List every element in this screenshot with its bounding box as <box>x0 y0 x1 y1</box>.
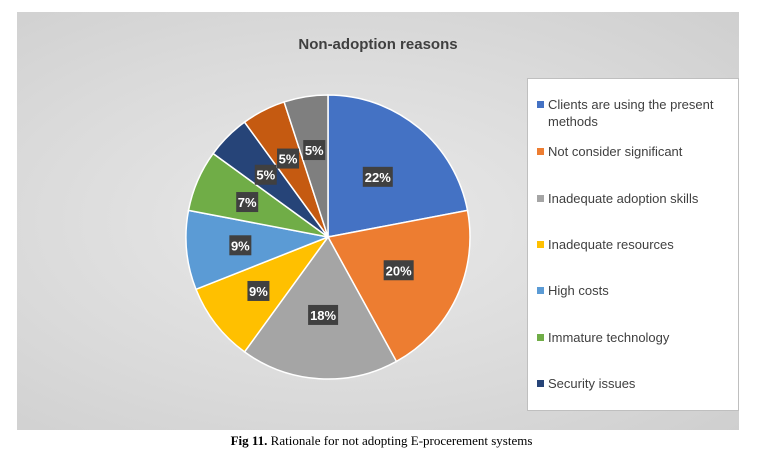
legend-swatch <box>537 334 544 341</box>
data-label-text: 5% <box>305 143 324 158</box>
data-label-box <box>247 280 270 301</box>
pie-slice <box>185 209 331 291</box>
data-label-text: 9% <box>231 238 250 253</box>
pie-slice <box>327 94 469 238</box>
data-label: 9% <box>247 280 270 301</box>
data-label-box <box>229 235 252 256</box>
data-label-text: 20% <box>386 263 412 278</box>
data-label: 22% <box>362 166 393 187</box>
data-label: 9% <box>229 235 252 256</box>
chart-title: Non-adoption reasons <box>298 36 458 53</box>
legend-swatch <box>537 195 544 202</box>
pie-chart: 22% 20% 18% 9% 9% 7% 5% 5% 5% <box>185 94 471 380</box>
chart-area: Non-adoption reasons 22% 20% 18% 9% 9% 7% 5% 5%… <box>17 12 739 430</box>
data-label-text: 7% <box>238 195 257 210</box>
figure-caption: Fig 11. Rationale for not adopting E-pro… <box>0 433 763 449</box>
data-label-text: 5% <box>279 152 298 167</box>
legend: Clients are using the present methods Not… <box>527 78 739 411</box>
pie-slice <box>283 94 329 238</box>
data-label-text: 5% <box>256 168 275 183</box>
legend-swatch <box>537 148 544 155</box>
figure-caption-text: Rationale for not adopting E-procerement… <box>267 433 533 448</box>
data-label: 7% <box>236 192 259 213</box>
data-label-text: 18% <box>310 308 336 323</box>
data-label-box <box>277 148 300 169</box>
legend-swatch <box>537 287 544 294</box>
legend-label: Security issues <box>548 376 636 391</box>
legend-item: Inadequate adoption skills <box>537 190 733 207</box>
pie-slice <box>326 209 471 363</box>
data-label-box <box>254 164 277 185</box>
data-label-box <box>236 192 259 213</box>
legend-item: Security issues <box>537 375 733 392</box>
legend-swatch <box>537 380 544 387</box>
data-label-text: 9% <box>249 284 268 299</box>
data-label-text: 22% <box>365 170 391 185</box>
data-label-box <box>362 166 393 187</box>
legend-label: Clients are using the present methods <box>548 97 714 129</box>
legend-label: High costs <box>548 283 609 298</box>
legend-label: Inadequate adoption skills <box>548 191 699 206</box>
legend-label: Immature technology <box>548 330 670 345</box>
legend-swatch <box>537 241 544 248</box>
data-label: 20% <box>383 260 414 281</box>
figure-number: Fig 11. <box>230 433 268 448</box>
data-label: 5% <box>303 140 326 161</box>
data-label-box <box>303 140 326 161</box>
legend-label: Inadequate resources <box>548 237 674 252</box>
data-label-box <box>383 260 414 281</box>
legend-item: Inadequate resources <box>537 236 733 253</box>
data-label: 18% <box>308 304 339 325</box>
legend-item: Clients are using the present methods <box>537 96 733 130</box>
legend-item: High costs <box>537 282 733 299</box>
data-label: 5% <box>254 164 277 185</box>
legend-swatch <box>537 101 544 108</box>
legend-label: Not consider significant <box>548 144 683 159</box>
data-label-box <box>308 304 339 325</box>
legend-item: Not consider significant <box>537 143 733 160</box>
legend-item: Immature technology <box>537 329 733 346</box>
data-label: 5% <box>277 148 300 169</box>
